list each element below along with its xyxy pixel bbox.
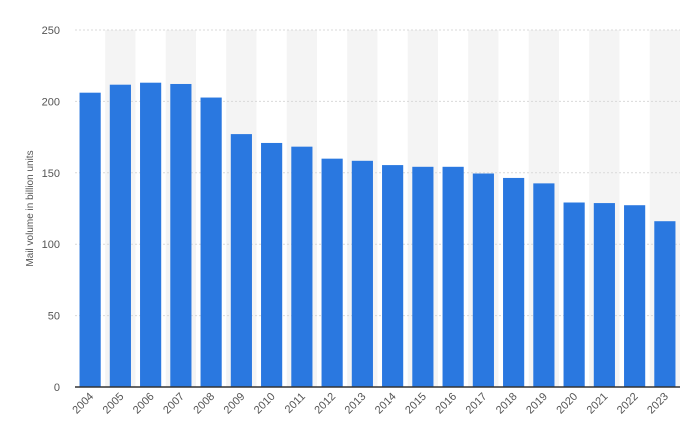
x-tick-label: 2009 <box>222 391 248 417</box>
x-tick-labels: 2004 2005 2006 2007 2008 2009 2010 2011 2012 2013… <box>70 391 671 417</box>
x-tick-label: 2018 <box>494 391 520 417</box>
bar-2012 <box>321 158 343 387</box>
x-tick-label: 2017 <box>464 391 490 417</box>
bar-2022 <box>624 205 646 387</box>
y-axis-title: Mail volume in billion units <box>25 150 36 266</box>
x-tick-label: 2006 <box>131 391 157 417</box>
bar-2023 <box>654 221 676 387</box>
x-tick-label: 2022 <box>615 391 641 417</box>
bar-2010 <box>261 142 283 387</box>
bar-2009 <box>230 134 252 387</box>
x-tick-label: 2019 <box>524 391 550 417</box>
x-tick-label: 2007 <box>161 391 187 417</box>
bar-2020 <box>563 202 585 387</box>
y-tick-label: 0 <box>54 382 60 394</box>
x-tick-label: 2004 <box>70 391 96 417</box>
x-tick-label: 2014 <box>373 391 399 417</box>
x-tick-label: 2023 <box>645 391 671 417</box>
y-tick-label: 100 <box>42 239 60 251</box>
bar-2011 <box>291 146 313 387</box>
bar-2015 <box>412 166 434 387</box>
x-tick-label: 2013 <box>343 391 369 417</box>
x-tick-label: 2021 <box>585 391 611 417</box>
y-tick-label: 50 <box>48 311 60 323</box>
bar-2008 <box>200 97 222 387</box>
x-tick-label: 2020 <box>554 391 580 417</box>
bar-2017 <box>472 173 494 387</box>
x-tick-label: 2005 <box>101 391 127 417</box>
x-tick-label: 2008 <box>191 391 217 417</box>
x-tick-label: 2011 <box>283 391 308 416</box>
y-tick-label: 250 <box>42 25 60 37</box>
x-tick-label: 2015 <box>403 391 429 417</box>
bars <box>79 82 676 388</box>
bar-2016 <box>442 166 464 387</box>
bar-2021 <box>593 203 615 387</box>
bar-2007 <box>170 83 192 388</box>
y-tick-label: 150 <box>42 168 60 180</box>
x-tick-label: 2010 <box>252 391 278 417</box>
bar-2013 <box>351 160 373 387</box>
bar-2006 <box>140 82 162 387</box>
bar-2014 <box>382 165 404 387</box>
bar-2005 <box>109 84 131 388</box>
x-tick-label: 2012 <box>312 391 338 417</box>
bar-2018 <box>503 177 525 387</box>
x-tick-label: 2016 <box>433 391 459 417</box>
y-tick-label: 200 <box>42 96 60 108</box>
y-tick-labels: 0 50 100 150 200 250 <box>42 25 60 394</box>
bar-2019 <box>533 183 555 387</box>
bar-2004 <box>79 92 101 387</box>
